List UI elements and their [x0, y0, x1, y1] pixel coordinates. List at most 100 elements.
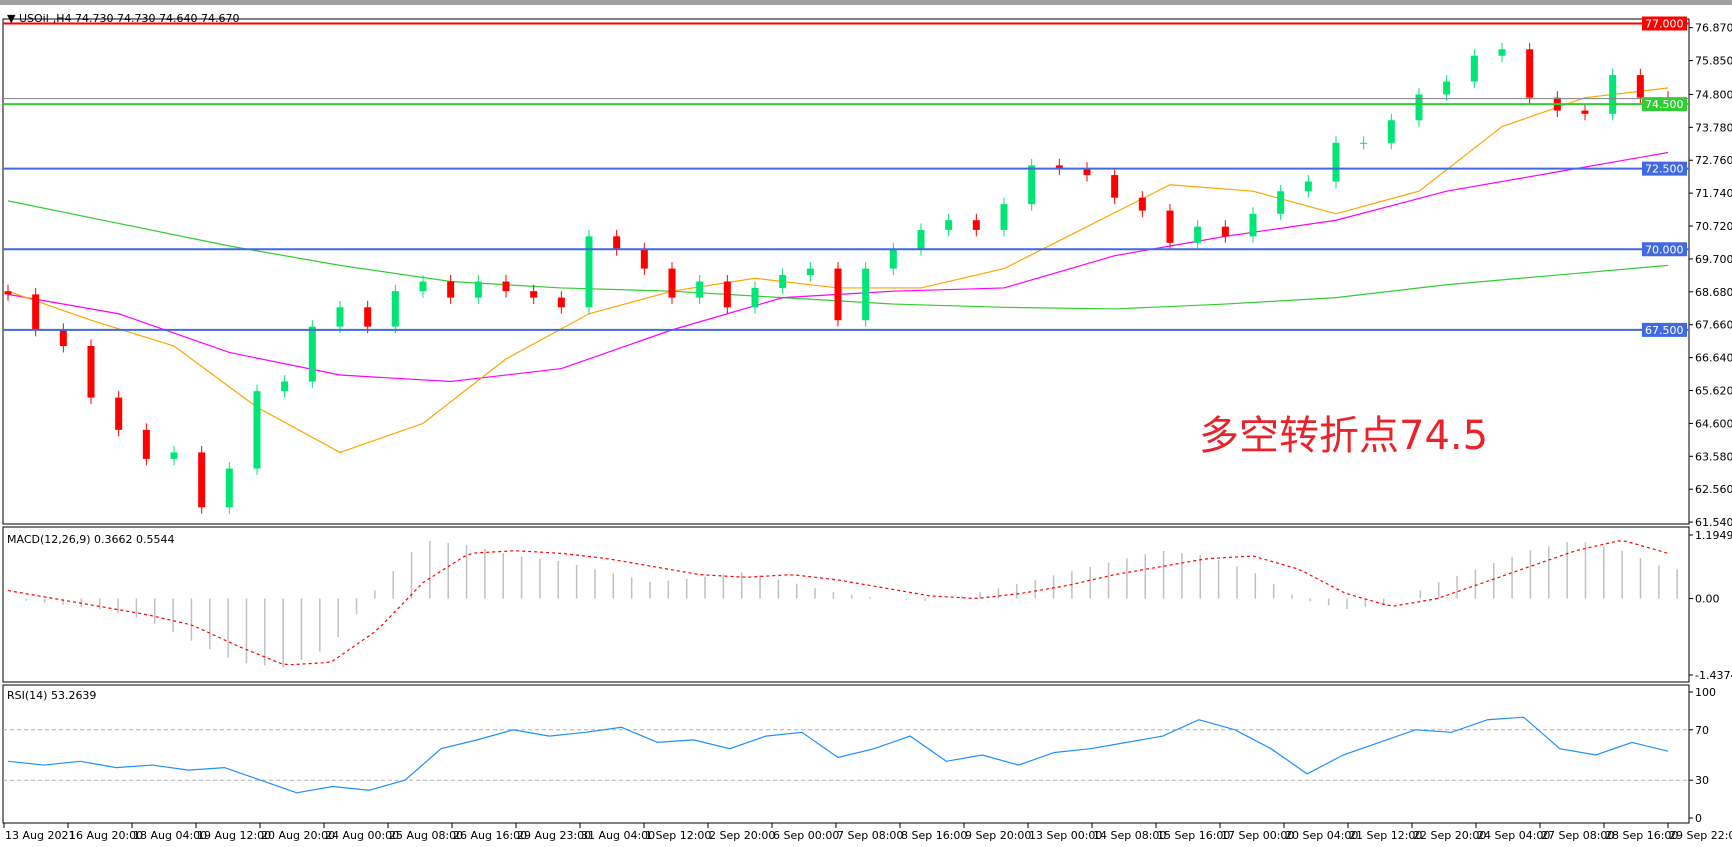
price-tick-label: 65.620 — [1695, 385, 1732, 398]
bear-candle — [640, 249, 648, 269]
bull-candle — [308, 326, 316, 382]
time-tick-label: 19 Aug 12:00 — [197, 829, 271, 842]
bull-candle — [1000, 204, 1008, 230]
bear-candle — [1166, 210, 1174, 243]
bull-candle — [1415, 94, 1423, 121]
bull-candle — [696, 281, 704, 298]
price-tick-label: 67.660 — [1695, 319, 1732, 332]
bull-candle — [1360, 142, 1368, 144]
bear-candle — [1111, 175, 1119, 198]
bull-candle — [474, 281, 482, 298]
bull-candle — [1249, 213, 1257, 237]
bull-candle — [945, 220, 953, 230]
bear-candle — [1138, 197, 1146, 211]
time-tick-label: 15 Sep 16:00 — [1157, 829, 1230, 842]
time-tick-label: 26 Aug 16:00 — [453, 829, 527, 842]
time-tick-label: 24 Sep 04:00 — [1477, 829, 1550, 842]
price-tick-label: 71.740 — [1695, 187, 1732, 200]
level-price-badge — [1642, 322, 1687, 337]
bull-candle — [1028, 165, 1036, 205]
symbol-ohlc: USOil-,H4 74.730 74.730 74.640 74.670 — [18, 12, 240, 25]
level-price-label: 67.500 — [1645, 324, 1684, 337]
bull-candle — [1498, 49, 1506, 56]
symbol-header: ▼ USOil-,H4 74.730 74.730 74.640 74.670 — [7, 12, 239, 25]
level-price-badge — [1642, 16, 1687, 31]
bear-candle — [1055, 165, 1063, 169]
level-price-badge — [1642, 161, 1687, 176]
time-tick-label: 13 Aug 2021 — [5, 829, 75, 842]
bear-candle — [142, 429, 150, 459]
bear-candle — [972, 220, 980, 230]
rsi-tick-label: 30 — [1695, 774, 1709, 787]
macd-label: MACD(12,26,9) 0.3662 0.5544 — [7, 533, 175, 546]
chart-canvas[interactable]: 76.870 75.850 74.800 73.780 72.760 71.740 70.7… — [0, 5, 1732, 847]
time-tick-label: 7 Sep 08:00 — [837, 829, 903, 842]
bear-candle — [87, 346, 95, 398]
bull-candle — [779, 275, 787, 288]
bull-candle — [419, 281, 427, 292]
time-tick-label: 20 Aug 20:00 — [261, 829, 335, 842]
level-price-label: 77.000 — [1645, 18, 1684, 31]
price-tick-label: 62.560 — [1695, 483, 1732, 496]
bull-candle — [391, 291, 399, 327]
bull-candle — [225, 468, 233, 508]
price-tick-label: 64.600 — [1695, 417, 1732, 430]
macd-signal-line — [7, 540, 1669, 666]
time-tick-label: 29 Sep 22:00 — [1669, 829, 1732, 842]
bull-candle — [281, 381, 289, 392]
bear-candle — [4, 291, 12, 295]
bull-candle — [1194, 226, 1202, 243]
rsi-line — [7, 716, 1669, 794]
time-tick-label: 24 Aug 00:00 — [325, 829, 399, 842]
bull-candle — [806, 268, 814, 276]
price-tick-label: 72.760 — [1695, 154, 1732, 167]
time-tick-label: 6 Sep 00:00 — [773, 829, 839, 842]
bear-candle — [1636, 75, 1644, 98]
time-tick-label: 16 Aug 20:00 — [69, 829, 143, 842]
time-tick-label: 22 Sep 20:00 — [1413, 829, 1486, 842]
time-tick-label: 20 Sep 04:00 — [1285, 829, 1358, 842]
price-tick-label: 69.700 — [1695, 253, 1732, 266]
level-price-label: 74.500 — [1645, 98, 1684, 111]
bear-candle — [364, 307, 372, 327]
time-tick-label: 14 Sep 08:00 — [1093, 829, 1166, 842]
annotation-text: 多空转折点74.5 — [1199, 413, 1489, 459]
bear-candle — [198, 452, 206, 508]
price-tick-label: 66.640 — [1695, 352, 1732, 365]
bull-candle — [1443, 81, 1451, 95]
macd-panel — [2, 526, 1690, 683]
bear-candle — [115, 397, 123, 430]
price-tick-label: 70.720 — [1695, 220, 1732, 233]
price-tick-label: 73.780 — [1695, 121, 1732, 134]
bull-candle — [889, 249, 897, 269]
rsi-tick-label: 0 — [1695, 812, 1702, 825]
bear-candle — [1581, 110, 1589, 114]
bear-candle — [723, 281, 731, 308]
bear-candle — [502, 281, 510, 292]
bear-candle — [613, 236, 621, 250]
rsi-tick-label: 70 — [1695, 724, 1709, 737]
rsi-tick-label: 100 — [1695, 686, 1716, 699]
level-price-label: 70.000 — [1645, 243, 1684, 256]
price-tick-label: 75.850 — [1695, 55, 1732, 68]
price-tick-label: 63.580 — [1695, 450, 1732, 463]
rsi-label: RSI(14) 53.2639 — [7, 689, 97, 702]
bull-candle — [253, 391, 261, 469]
bull-candle — [917, 229, 925, 250]
bull-candle — [1304, 181, 1312, 192]
time-tick-label: 28 Sep 16:00 — [1605, 829, 1678, 842]
collapse-triangle-icon[interactable]: ▼ — [7, 12, 19, 25]
time-tick-label: 9 Sep 20:00 — [965, 829, 1031, 842]
time-tick-label: 29 Aug 23:00 — [517, 829, 591, 842]
time-tick-label: 13 Sep 00:00 — [1029, 829, 1102, 842]
price-panel — [2, 18, 1690, 525]
bear-candle — [32, 294, 40, 330]
bull-candle — [336, 307, 344, 327]
bear-candle — [530, 291, 538, 298]
bull-candle — [862, 268, 870, 321]
time-tick-label: 8 Sep 16:00 — [901, 829, 967, 842]
bull-candle — [1470, 55, 1478, 82]
bull-candle — [170, 452, 178, 459]
bull-candle — [1277, 191, 1285, 214]
time-tick-label: 25 Aug 08:00 — [389, 829, 463, 842]
